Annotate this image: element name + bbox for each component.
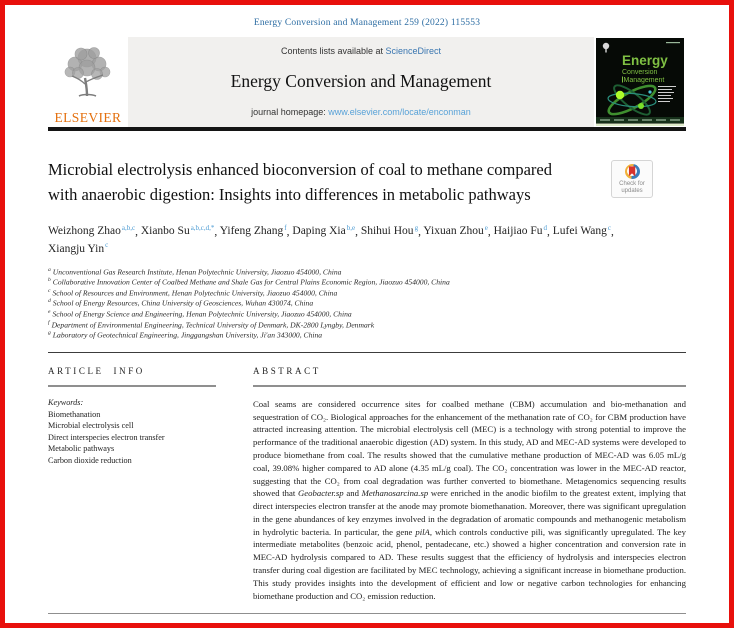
keyword-item: Microbial electrolysis cell	[48, 421, 134, 431]
elsevier-tree-icon	[64, 47, 111, 97]
svg-text:Management: Management	[624, 77, 665, 84]
info-abstract-columns: ARTICLE INFO Keywords: Biomethanation Mic…	[48, 366, 686, 603]
keyword-item: Direct interspecies electron transfer	[48, 432, 165, 442]
affiliation-list: a Unconventional Gas Research Institute, …	[48, 267, 686, 341]
keywords-label: Keywords:	[48, 397, 84, 407]
affiliation: d School of Energy Resources, China Unive…	[48, 298, 314, 308]
author-affiliation-sup: g	[414, 223, 419, 232]
abstract-segment: , which controls conductive pili, was si…	[253, 526, 686, 601]
author: Lufei Wangc	[552, 223, 611, 238]
abstract-segment: and	[343, 488, 362, 499]
author-affiliation-sup: c	[105, 241, 109, 249]
article-info-heading: ARTICLE INFO	[48, 365, 145, 376]
journal-citation-link[interactable]: Energy Conversion and Management 259 (20…	[253, 18, 481, 28]
author: Yixuan Zhoue	[423, 223, 488, 238]
abstract-segment: Coal seams are considered occurrence sit…	[253, 398, 686, 499]
affiliation: f Department of Environmental Engineering…	[48, 319, 375, 330]
check-for-updates-label: Check for updates	[619, 180, 645, 194]
author: Haijiao Fud	[493, 223, 548, 238]
section-divider	[48, 351, 686, 353]
contents-text: Contents lists available at	[280, 46, 386, 56]
cover-elsevier-mark	[602, 42, 610, 53]
article-title: Microbial electrolysis enhanced bioconve…	[48, 160, 552, 204]
abstract-segment: were enriched in the anodic biofilm to t…	[253, 488, 687, 537]
contents-line: Contents lists available at ScienceDirec…	[281, 46, 441, 56]
keyword-item: Metabolic pathways	[48, 444, 115, 454]
keyword-item: Carbon dioxide reduction	[48, 456, 132, 466]
banner-center: Contents lists available at ScienceDirec…	[128, 37, 594, 127]
author: Xianbo Sua,b,c,d,*	[140, 223, 215, 238]
elsevier-wordmark: ELSEVIER	[54, 110, 122, 125]
crossmark-icon	[624, 163, 640, 179]
author: Xiangju Yinc	[48, 241, 109, 255]
keywords-block: Keywords: Biomethanation Microbial electr…	[48, 397, 216, 467]
author-affiliation-sup: e	[484, 223, 488, 232]
author-affiliation-sup: b,e	[346, 223, 356, 232]
article-info-underline	[48, 384, 216, 387]
affiliation: c School of Resources and Environment, He…	[48, 287, 338, 298]
abstract-underline	[253, 384, 686, 387]
author: Shihui Houg	[360, 223, 419, 238]
author: Yifeng Zhangf	[219, 223, 287, 238]
abstract-italic-term: Methanosarcina.sp	[361, 488, 429, 499]
homepage-url-link[interactable]: www.elsevier.com/locate/enconman	[328, 107, 471, 117]
author: Weizhong Zhaoa,b,c	[48, 223, 136, 238]
svg-text:Energy: Energy	[622, 53, 668, 68]
keyword-item: Biomethanation	[48, 409, 101, 419]
affiliation: b Collaborative Innovation Center of Coal…	[48, 277, 450, 287]
keywords-list: Biomethanation Microbial electrolysis cel…	[48, 409, 216, 467]
author-affiliation-sup: a,b,c,d,*	[190, 223, 215, 232]
check-for-updates-badge[interactable]: Check for updates	[611, 160, 653, 198]
affiliation: a Unconventional Gas Research Institute, …	[48, 266, 342, 277]
author-affiliation-sup: a,b,c	[121, 223, 136, 232]
journal-title: Energy Conversion and Management	[230, 71, 492, 91]
abstract-italic-term: pilA	[415, 526, 430, 537]
abstract-heading: ABSTRACT	[253, 365, 321, 376]
affiliation: e School of Energy Science and Engineerin…	[48, 309, 352, 319]
author: Daping Xiab,e	[292, 223, 356, 238]
author-affiliation-sup: f	[284, 223, 287, 232]
abstract-column: ABSTRACT Coal seams are considered occur…	[253, 366, 686, 603]
title-row: Microbial electrolysis enhanced bioconve…	[48, 158, 686, 208]
journal-header-banner: ELSEVIER Contents lists available at Sci…	[48, 37, 686, 127]
abstract-text: Coal seams are considered occurrence sit…	[253, 398, 686, 603]
affiliation: g Laboratory of Geotechnical Engineering,…	[48, 330, 323, 340]
banner-divider-bar	[48, 127, 686, 131]
homepage-line: journal homepage: www.elsevier.com/locat…	[251, 107, 471, 117]
sciencedirect-link[interactable]: ScienceDirect	[385, 46, 442, 56]
page-bottom-rule	[48, 613, 686, 614]
homepage-label: journal homepage:	[251, 107, 329, 117]
article-info-column: ARTICLE INFO Keywords: Biomethanation Mic…	[48, 366, 216, 603]
author-affiliation-sup: c	[607, 223, 611, 232]
journal-cover-image: Energy Conversion Management	[596, 38, 684, 126]
elsevier-logo[interactable]: ELSEVIER	[48, 37, 128, 127]
journal-cover-thumbnail[interactable]: Energy Conversion Management	[594, 37, 686, 127]
author-affiliation-sup: d	[543, 223, 548, 232]
abstract-italic-term: Geobacter.sp	[298, 488, 344, 499]
svg-text:Conversion: Conversion	[622, 69, 658, 76]
author-list: Weizhong Zhaoa,b,c, Xianbo Sua,b,c,d,*, …	[48, 223, 614, 255]
